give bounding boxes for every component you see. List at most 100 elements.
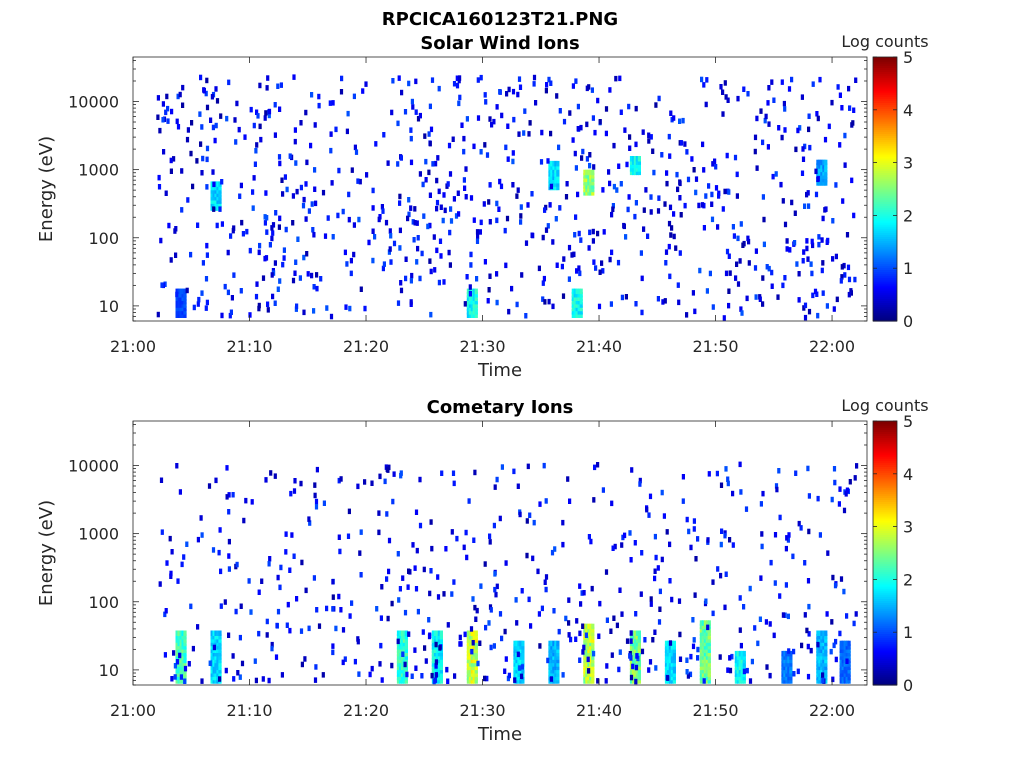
heatmap-cell [820, 633, 824, 640]
heatmap-cell [647, 132, 651, 138]
heatmap-cell [631, 159, 636, 165]
heatmap-cell [669, 110, 673, 116]
heatmap-cell [716, 566, 720, 572]
heatmap-cell [181, 309, 185, 315]
colorbar-segment [873, 462, 897, 465]
heatmap-cell [270, 235, 274, 242]
heatmap-cell [735, 193, 739, 199]
heatmap-cell [610, 652, 614, 658]
heatmap-cell [479, 219, 483, 226]
heatmap-cell [214, 633, 218, 640]
colorbar-segment [873, 199, 897, 202]
heatmap-cell [814, 191, 819, 198]
heatmap-cell [472, 217, 476, 223]
heatmap-cell [238, 634, 242, 641]
heatmap-cell [635, 653, 639, 659]
heatmap-cell [239, 603, 243, 609]
heatmap-cell [648, 659, 653, 665]
heatmap-cell [175, 309, 179, 315]
heatmap-cell [583, 627, 587, 633]
heatmap-cell [547, 298, 551, 305]
heatmap-cell [163, 281, 167, 287]
heatmap-cell [816, 647, 820, 653]
heatmap-cell [267, 112, 271, 119]
heatmap-cell [820, 650, 824, 657]
heatmap-cell [181, 640, 185, 647]
heatmap-cell [578, 657, 582, 663]
heatmap-cell [302, 196, 306, 203]
heatmap-cell [380, 584, 384, 590]
heatmap-cell [517, 640, 521, 647]
colorbar-segment [873, 180, 897, 184]
heatmap-cell [670, 661, 674, 667]
heatmap-cell [170, 108, 174, 115]
colorbar-segment [873, 425, 897, 428]
heatmap-cell [847, 678, 851, 684]
heatmap-cell [398, 678, 403, 684]
heatmap-cell [402, 644, 406, 650]
heatmap-cell [337, 167, 341, 174]
heatmap-cell [276, 83, 280, 89]
heatmap-cell [293, 478, 297, 484]
heatmap-cell [635, 647, 639, 653]
heatmap-cell [553, 546, 557, 552]
heatmap-cell [437, 657, 441, 664]
heatmap-cell [637, 169, 641, 176]
heatmap-cell [629, 159, 634, 165]
colorbar-segment [873, 464, 897, 467]
heatmap-cell [404, 674, 408, 681]
heatmap-cell [604, 130, 608, 137]
heatmap-cell [205, 184, 209, 190]
heatmap-cell [556, 654, 560, 660]
heatmap-cell [175, 674, 179, 681]
heatmap-cell [670, 596, 674, 603]
heatmap-cell [216, 184, 220, 191]
heatmap-cell [574, 636, 578, 642]
heatmap-cell [771, 173, 775, 180]
heatmap-cell [218, 657, 222, 664]
heatmap-cell [629, 674, 634, 681]
heatmap-cell [796, 127, 800, 134]
heatmap-cell [589, 661, 593, 667]
heatmap-cell [617, 163, 621, 169]
heatmap-cell [618, 75, 622, 82]
colorbar-tick-label: 5 [903, 412, 913, 431]
heatmap-cell [588, 162, 592, 169]
heatmap-cell [577, 305, 581, 312]
heatmap-cell [433, 633, 437, 640]
heatmap-cell [824, 674, 828, 681]
heatmap-cell [854, 611, 858, 617]
heatmap-cell [637, 159, 641, 165]
heatmap-cell [831, 218, 835, 224]
heatmap-cell [726, 480, 730, 487]
heatmap-cell [707, 678, 711, 684]
heatmap-cell [818, 166, 822, 173]
heatmap-cell [398, 674, 403, 681]
heatmap-cell [554, 160, 558, 167]
heatmap-cell [273, 132, 277, 138]
heatmap-cell [740, 657, 744, 664]
heatmap-cell [583, 623, 587, 630]
heatmap-cell [703, 664, 707, 671]
heatmap-cell [561, 519, 565, 526]
heatmap-cell [475, 276, 479, 282]
colorbar-segment [873, 135, 897, 139]
heatmap-cell [486, 298, 490, 304]
heatmap-cell [699, 654, 703, 660]
colorbar-segment [873, 592, 897, 595]
colorbar-segment [873, 71, 897, 75]
y-tick-label: 100 [88, 229, 119, 248]
heatmap-cell [822, 630, 826, 636]
heatmap-cell [634, 105, 638, 112]
heatmap-cell [742, 678, 746, 684]
heatmap-cell [344, 304, 348, 310]
heatmap-cell [816, 671, 820, 677]
heatmap-cell [175, 640, 179, 647]
heatmap-cell [469, 195, 474, 201]
heatmap-cell [505, 215, 510, 222]
heatmap-cell [587, 678, 591, 684]
heatmap-cell [521, 657, 525, 664]
heatmap-cell [427, 617, 431, 623]
heatmap-cell [769, 559, 773, 566]
heatmap-cell [664, 668, 669, 674]
